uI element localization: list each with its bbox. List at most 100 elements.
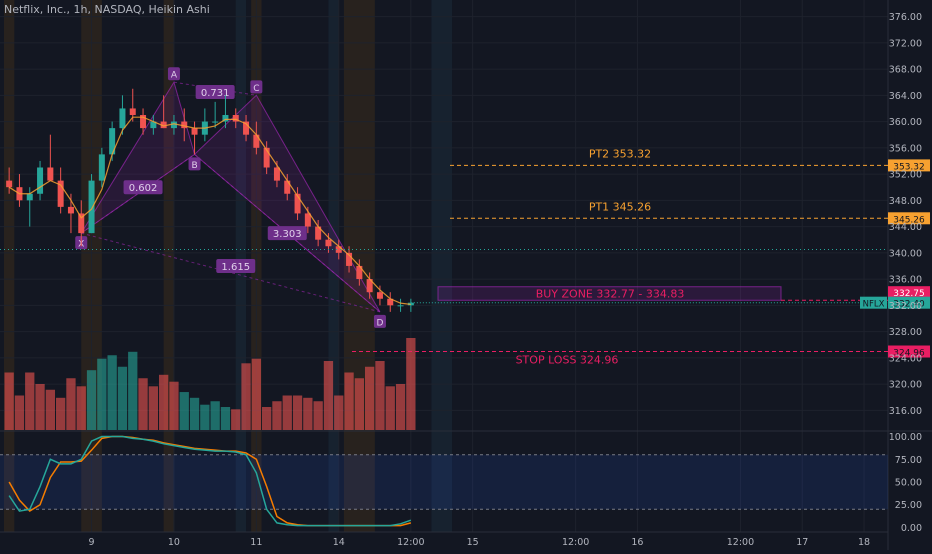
level-label: PT2 353.32	[589, 147, 651, 160]
buy-zone-label: BUY ZONE 332.77 - 334.83	[536, 287, 685, 300]
ratio-label: 1.615	[221, 262, 250, 273]
candle-body	[243, 121, 250, 135]
level-label: PT1 345.26	[589, 200, 651, 213]
volume-bar	[14, 395, 25, 430]
candle-body	[284, 180, 291, 194]
ratio-label: 0.731	[201, 88, 230, 99]
ratio-label: 3.303	[273, 229, 302, 240]
price-tick-label: 368.00	[889, 65, 922, 76]
volume-bar	[292, 395, 303, 430]
ratio-label-box	[195, 85, 235, 100]
volume-bar	[117, 366, 128, 430]
price-tick-label: 356.00	[889, 143, 922, 154]
candle-body	[212, 121, 219, 123]
time-tick-label: 12:00	[397, 537, 424, 548]
volume-bar	[220, 407, 231, 430]
ratio-label-box	[123, 180, 163, 195]
volume-bar	[86, 370, 97, 430]
time-tick-label: 15	[467, 537, 479, 548]
oscillator-layer: 100.00 75.00 50.00 25.00 0.00	[0, 432, 922, 534]
oscillator-band	[0, 454, 888, 510]
volume-bar	[251, 358, 261, 430]
candle-body	[78, 213, 85, 234]
volume-bar	[200, 404, 210, 430]
pattern-point-box	[167, 67, 180, 81]
volume-bar	[25, 372, 35, 430]
candle-body	[140, 115, 147, 129]
candle-body	[304, 213, 311, 227]
time-tick-label: 11	[250, 537, 262, 548]
price-tick-label: 336.00	[889, 275, 922, 286]
chart-title: Netflix, Inc., 1h, NASDAQ, Heikin Ashi	[4, 3, 210, 16]
oscillator-k-line	[8, 435, 412, 527]
price-tick-label: 340.00	[889, 248, 922, 259]
time-axis-layer: 9 10 11 14 12:00 15 12:00 16 12:00 17 18	[89, 537, 871, 548]
moving-average-line	[8, 116, 411, 306]
volume-bar	[303, 397, 313, 430]
volume-bar	[313, 401, 323, 430]
volume-bar	[189, 397, 200, 430]
volume-bar	[395, 384, 406, 430]
time-tick-label: 10	[168, 537, 180, 548]
candle-body	[160, 121, 167, 129]
volume-bar	[323, 361, 334, 430]
price-tick-label: 360.00	[889, 117, 922, 128]
time-tick-label: 18	[858, 537, 870, 548]
candle-body	[88, 180, 95, 234]
volume-bar	[241, 363, 251, 430]
candle-layer	[6, 88, 414, 312]
candle-body	[222, 115, 229, 122]
candle-body	[98, 154, 105, 181]
candle-body	[170, 121, 177, 129]
volume-bar	[56, 397, 66, 430]
candle-body	[232, 115, 239, 122]
volume-bar	[354, 378, 364, 430]
candle-body	[335, 246, 342, 253]
candle-body	[181, 121, 188, 129]
oscillator-tick-label: 100.00	[889, 432, 922, 443]
candle-body	[356, 265, 363, 280]
price-axis-layer: 376.00 372.00 368.00 364.00 360.00 356.00 352.…	[889, 12, 922, 417]
price-tick-label: 344.00	[889, 222, 922, 233]
candle-body	[273, 167, 280, 181]
ratio-label-box	[216, 258, 256, 273]
time-tick-label: 9	[89, 537, 95, 548]
candle-body	[26, 193, 33, 201]
candle-body	[67, 206, 74, 214]
candle-body	[119, 108, 126, 129]
volume-bar	[97, 358, 107, 430]
price-tick-label: 316.00	[889, 406, 922, 417]
volume-bar	[66, 378, 76, 430]
candle-body	[6, 180, 13, 188]
pattern-point-box	[250, 80, 263, 94]
buy-zone-box	[437, 286, 782, 301]
volume-bar	[344, 372, 354, 430]
levels-layer: PT2 353.32 353.32 PT1 345.26 345.26 STOP LOS…	[0, 147, 930, 367]
volume-bar	[282, 395, 292, 430]
candle-body	[150, 121, 157, 129]
candle-body	[109, 128, 116, 155]
candle-body	[263, 147, 270, 168]
time-tick-label: 17	[796, 537, 808, 548]
oscillator-tick-label: 0.00	[901, 523, 922, 534]
volume-bar	[375, 361, 385, 430]
volume-bar	[262, 407, 272, 430]
candle-body	[346, 252, 353, 266]
time-tick-label: 12:00	[727, 537, 754, 548]
level-axis-tag-text: 324.96	[893, 349, 925, 359]
oscillator-tick-label: 25.00	[895, 500, 922, 511]
ratio-label-box	[267, 226, 307, 241]
pattern-point-box	[188, 157, 201, 171]
volume-bar	[169, 381, 179, 430]
price-tick-label: 332.00	[889, 301, 922, 312]
level-axis-tag-text: 353.32	[893, 162, 925, 172]
price-tick-label: 320.00	[889, 380, 922, 391]
volume-bar	[231, 409, 241, 430]
pattern-point-c: C	[253, 84, 259, 94]
pattern-point-b: B	[191, 161, 197, 171]
current-price-tag-text: 332.40	[893, 300, 925, 310]
volume-bar	[138, 378, 148, 430]
